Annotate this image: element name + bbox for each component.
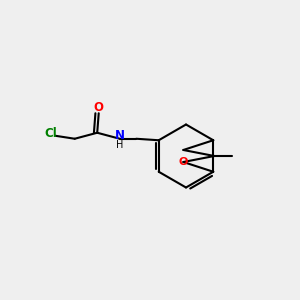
Text: N: N — [115, 129, 125, 142]
Text: Cl: Cl — [44, 127, 57, 140]
Text: O: O — [94, 101, 104, 114]
Text: O: O — [178, 157, 188, 167]
Text: H: H — [116, 140, 123, 150]
